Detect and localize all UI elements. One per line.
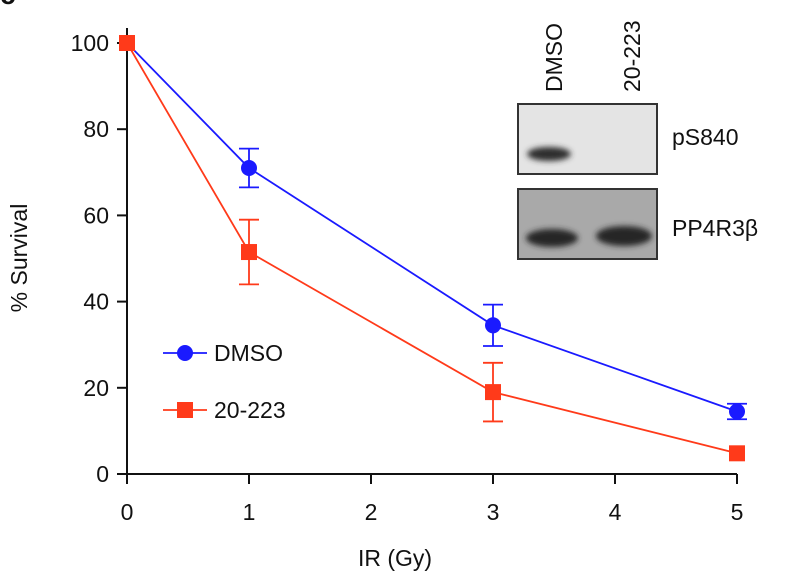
data-point-20-223 <box>729 445 745 462</box>
legend-label-20-223: 20-223 <box>214 397 286 423</box>
blot-row-label-pp4r3b: PP4R3β <box>672 215 758 241</box>
y-tick-label: 0 <box>96 461 109 487</box>
data-point-dmso <box>241 159 257 176</box>
y-ticks: 0 20 40 60 80 100 <box>71 30 127 487</box>
data-point-20-223 <box>485 384 501 401</box>
blot-band-ps840-dmso <box>527 147 571 161</box>
x-tick-label: 4 <box>609 499 622 525</box>
data-point-20-223 <box>241 244 257 261</box>
series-layer <box>119 35 747 462</box>
blot-panel-ps840 <box>517 103 658 175</box>
y-tick-label: 100 <box>71 30 109 56</box>
x-tick-label: 5 <box>731 499 744 525</box>
blot-band-pp4r3b-dmso <box>526 229 578 247</box>
y-tick-label: 40 <box>83 289 109 315</box>
blot-panel-pp4r3b <box>517 188 658 260</box>
legend: DMSO 20-223 <box>163 340 286 423</box>
legend-marker-dmso <box>177 345 193 361</box>
series-line-20-223 <box>126 42 738 455</box>
axes <box>126 28 737 475</box>
legend-label-dmso: DMSO <box>214 340 283 366</box>
x-tick-label: 2 <box>365 499 378 525</box>
western-blot-inset: DMSO 20-223 pS840 PP4R3β <box>517 20 758 260</box>
x-axis-title: IR (Gy) <box>358 545 432 571</box>
x-tick-label: 0 <box>121 499 134 525</box>
blot-band-pp4r3b-20-223 <box>596 226 652 246</box>
y-axis-title: % Survival <box>6 204 32 313</box>
legend-marker-20-223 <box>177 402 193 418</box>
data-point-20-223 <box>119 35 135 51</box>
series-line-dmso <box>126 42 738 413</box>
y-tick-label: 80 <box>83 116 109 142</box>
data-point-dmso <box>485 317 501 334</box>
data-point-dmso <box>729 403 745 420</box>
blot-lane-label-20-223: 20-223 <box>619 20 645 92</box>
x-tick-label: 1 <box>243 499 256 525</box>
x-ticks: 0 1 2 3 4 5 <box>121 474 744 525</box>
panel-label: c <box>0 0 16 10</box>
blot-row-label-ps840: pS840 <box>672 124 739 150</box>
y-tick-label: 60 <box>83 202 109 228</box>
x-tick-label: 3 <box>487 499 500 525</box>
blot-lane-label-dmso: DMSO <box>541 23 567 92</box>
y-tick-label: 20 <box>83 375 109 401</box>
